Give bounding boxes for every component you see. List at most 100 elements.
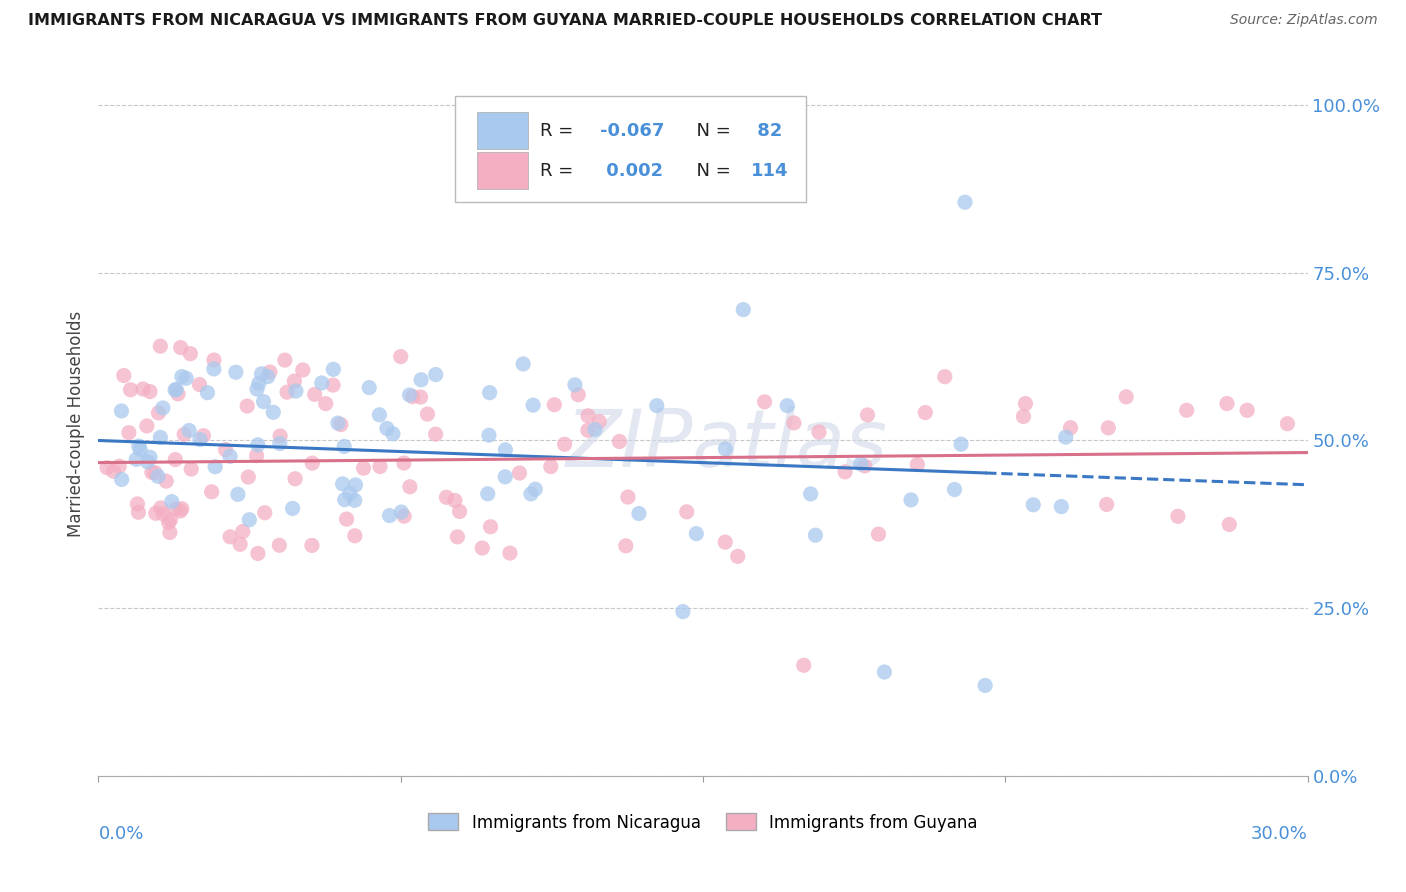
Point (614, 539, 637, 553)
Point (180, 462, 202, 476)
Point (1218, 517, 1240, 532)
Point (262, 405, 284, 419)
Point (291, 363, 314, 377)
Point (368, 459, 391, 474)
Point (524, 482, 547, 496)
Point (159, 525, 181, 540)
Point (148, 406, 170, 420)
Point (905, 458, 928, 472)
Point (110, 404, 132, 418)
Point (177, 424, 200, 438)
Point (800, 487, 823, 501)
Point (332, 476, 354, 491)
Point (202, 362, 225, 376)
Point (339, 486, 361, 500)
Point (1277, 417, 1299, 431)
Point (329, 417, 352, 432)
Text: Source: ZipAtlas.com: Source: ZipAtlas.com (1230, 13, 1378, 28)
Text: N =: N = (685, 161, 737, 179)
Point (193, 428, 215, 442)
Y-axis label: Married-couple Households: Married-couple Households (66, 310, 84, 537)
Text: -0.067: -0.067 (600, 121, 665, 139)
Point (232, 524, 254, 539)
Point (304, 387, 326, 401)
Point (259, 365, 281, 379)
FancyBboxPatch shape (477, 112, 527, 149)
Point (245, 449, 267, 463)
Point (444, 493, 467, 508)
Point (250, 367, 273, 381)
Point (540, 459, 562, 474)
Point (868, 527, 890, 541)
Point (111, 473, 134, 487)
Point (714, 535, 737, 549)
Point (392, 456, 415, 470)
Point (145, 506, 167, 520)
Point (381, 426, 404, 441)
Point (149, 430, 172, 444)
Point (783, 416, 806, 430)
Point (202, 353, 225, 368)
Point (152, 401, 174, 415)
Point (873, 665, 896, 679)
Point (1095, 498, 1118, 512)
Point (399, 480, 422, 494)
Text: 0.0%: 0.0% (98, 825, 143, 843)
Point (149, 500, 172, 515)
Point (149, 339, 172, 353)
Point (804, 528, 827, 542)
Point (520, 487, 543, 501)
Point (564, 377, 586, 392)
Point (343, 529, 366, 543)
Point (96, 460, 118, 475)
Point (1022, 498, 1045, 512)
Point (353, 461, 375, 475)
Point (1012, 409, 1035, 424)
Point (398, 388, 420, 402)
Point (793, 658, 815, 673)
Point (301, 456, 323, 470)
Point (252, 394, 274, 409)
Point (253, 506, 276, 520)
Point (129, 442, 152, 457)
Point (477, 487, 499, 501)
Point (132, 382, 155, 396)
Point (125, 452, 148, 467)
Text: R =: R = (540, 121, 579, 139)
Point (685, 526, 707, 541)
Point (188, 377, 211, 392)
Text: 114: 114 (751, 161, 789, 179)
Point (425, 427, 447, 442)
Point (301, 538, 323, 552)
Point (754, 394, 776, 409)
Point (159, 513, 181, 527)
Point (322, 362, 344, 376)
Text: R =: R = (540, 161, 579, 179)
FancyBboxPatch shape (456, 96, 806, 202)
Point (226, 487, 249, 501)
Point (1059, 421, 1081, 435)
Point (173, 427, 195, 442)
Point (284, 384, 307, 398)
Point (436, 491, 458, 505)
Point (135, 418, 157, 433)
Point (214, 442, 236, 457)
Point (197, 385, 219, 400)
Point (188, 433, 211, 447)
Point (1236, 403, 1258, 417)
Point (402, 390, 425, 404)
Point (225, 365, 247, 379)
Point (1050, 500, 1073, 514)
Point (170, 369, 193, 384)
Point (645, 399, 668, 413)
Point (236, 399, 259, 413)
Point (108, 459, 131, 474)
Point (174, 371, 197, 385)
Point (727, 549, 749, 564)
Point (165, 502, 187, 516)
Point (359, 381, 381, 395)
Point (103, 464, 125, 478)
Point (512, 357, 534, 371)
Point (974, 678, 997, 692)
Point (807, 425, 830, 439)
